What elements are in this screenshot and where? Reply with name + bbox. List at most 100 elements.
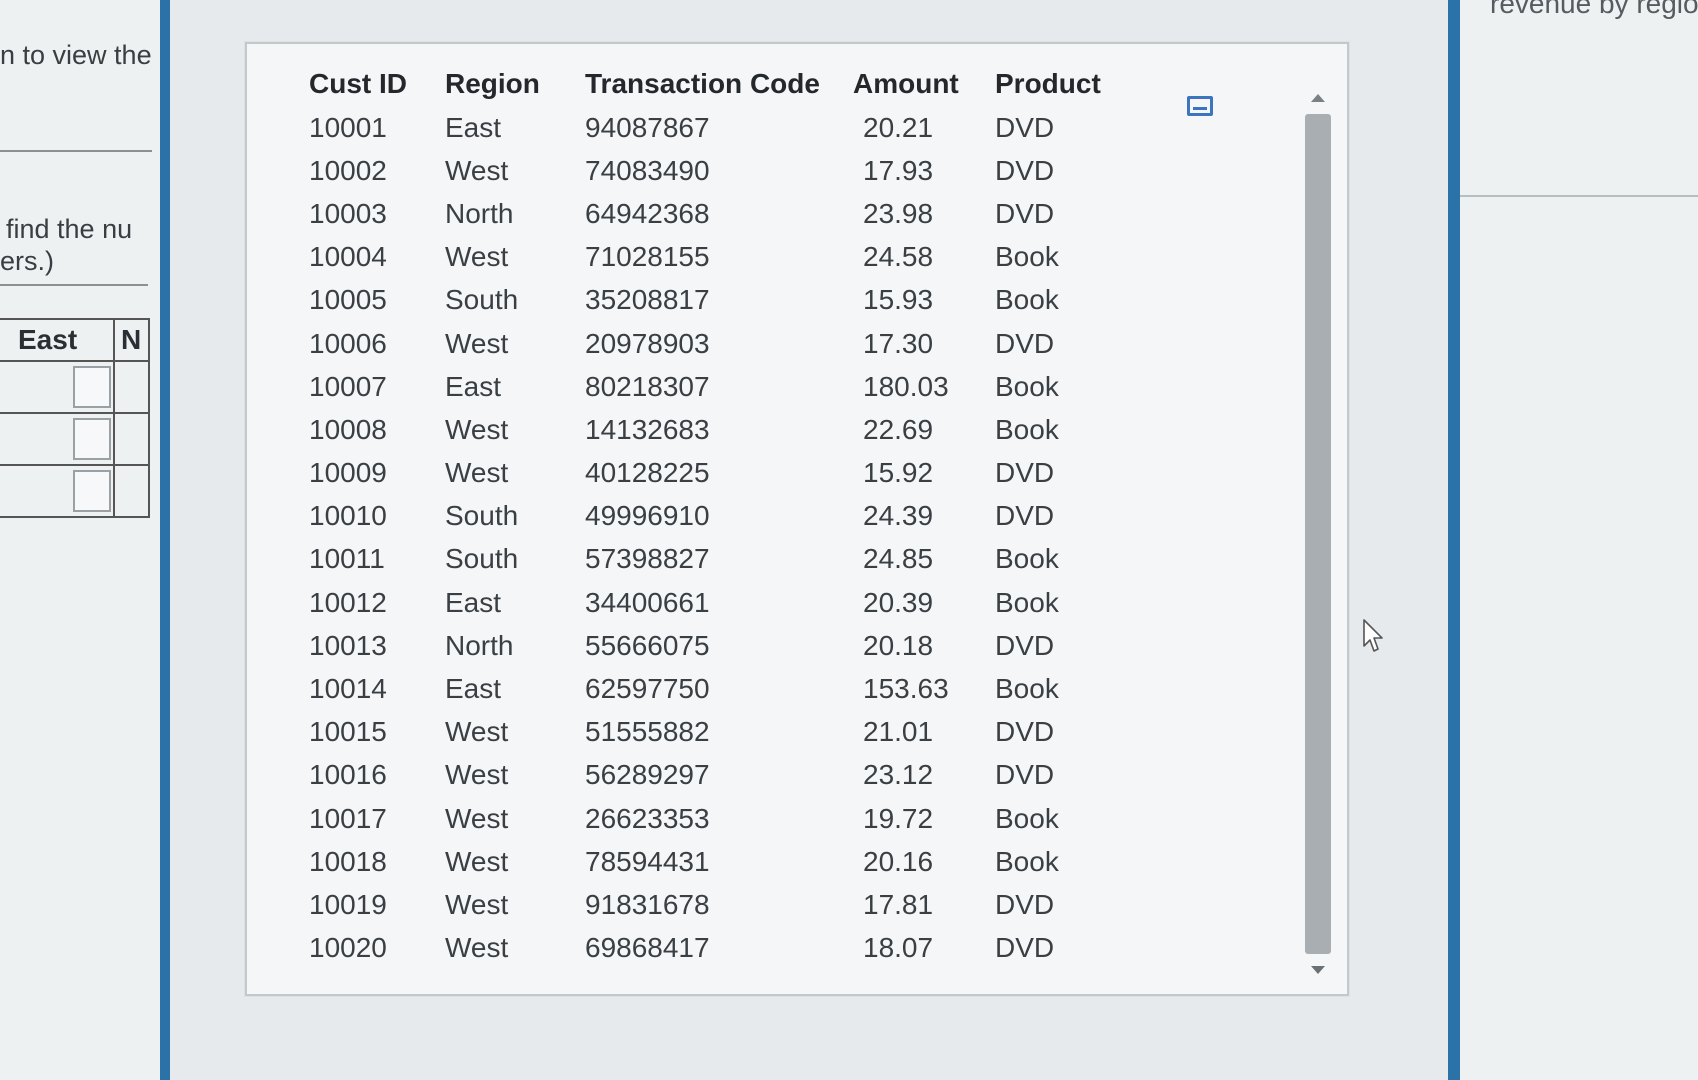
cell-amount: 15.93	[863, 284, 934, 316]
table-row: 10017 West 26623353 19.72 Book	[309, 797, 1155, 840]
table-body: 10001 East 94087867 20.21 DVD 10002 West 740834…	[309, 106, 1155, 970]
cell-region: West	[445, 716, 509, 748]
cell-cust-id: 10020	[309, 932, 387, 964]
cell-transaction-code: 69868417	[585, 932, 710, 964]
table-row: 10018 West 78594431 20.16 Book	[309, 840, 1155, 883]
cell-transaction-code: 49996910	[585, 500, 710, 532]
cell-amount: 20.21	[863, 111, 934, 143]
transaction-table: Cust ID Region Transaction Code Amount P…	[309, 62, 1155, 970]
cell-cust-id: 10005	[309, 284, 387, 316]
scroll-up-arrow-icon[interactable]	[1311, 94, 1325, 102]
cell-region: East	[445, 586, 502, 618]
cell-region: South	[445, 543, 519, 575]
table-row: 10005 South 35208817 15.93 Book	[309, 279, 1155, 322]
cell-amount: 180.03	[863, 370, 949, 402]
cell-product: Book	[995, 370, 1059, 402]
panel-border	[1448, 0, 1460, 1080]
cell-product: DVD	[995, 500, 1055, 532]
cell-cust-id: 10004	[309, 241, 387, 273]
cell-product: DVD	[995, 197, 1055, 229]
cell-product: Book	[995, 284, 1059, 316]
cell-region: West	[445, 845, 509, 877]
table-row: 10016 West 56289297 23.12 DVD	[309, 754, 1155, 797]
cell-product: Book	[995, 845, 1059, 877]
cell-region: West	[445, 888, 509, 920]
cell-amount: 21.01	[863, 716, 934, 748]
cell-cust-id: 10010	[309, 500, 387, 532]
cell-cust-id: 10019	[309, 888, 387, 920]
table-row: 10003 North 64942368 23.98 DVD	[309, 192, 1155, 235]
table-row: 10007 East 80218307 180.03 Book	[309, 365, 1155, 408]
cell-amount: 24.85	[863, 543, 934, 575]
divider	[0, 284, 148, 286]
cell-product: DVD	[995, 154, 1055, 186]
cell-transaction-code: 57398827	[585, 543, 710, 575]
column-header-product: Product	[995, 68, 1101, 99]
cell-transaction-code: 91831678	[585, 888, 710, 920]
cell-product: DVD	[995, 629, 1055, 661]
cell-region: West	[445, 241, 509, 273]
question-text-line-1: n to view the	[0, 40, 152, 70]
question-panel: n to view the find the nu ers.) East N	[0, 0, 160, 1080]
table-row: 10010 South 49996910 24.39 DVD	[309, 495, 1155, 538]
answer-input[interactable]	[73, 470, 111, 512]
cell-product: DVD	[995, 716, 1055, 748]
vertical-scrollbar[interactable]	[1305, 94, 1331, 974]
cell-cust-id: 10006	[309, 327, 387, 359]
cell-cust-id: 10014	[309, 673, 387, 705]
cell-cust-id: 10018	[309, 845, 387, 877]
cell-amount: 22.69	[863, 413, 934, 445]
table-row: 10006 West 20978903 17.30 DVD	[309, 322, 1155, 365]
cell-transaction-code: 64942368	[585, 197, 710, 229]
cell-region: South	[445, 500, 519, 532]
cell-transaction-code: 20978903	[585, 327, 710, 359]
answer-cell	[0, 465, 115, 518]
cell-region: West	[445, 759, 509, 791]
column-header-cust-id: Cust ID	[309, 68, 407, 99]
cell-product: Book	[995, 241, 1059, 273]
cell-amount: 23.98	[863, 197, 934, 229]
cell-amount: 20.18	[863, 629, 934, 661]
question-text-line-2: find the nu	[6, 214, 133, 244]
cell-transaction-code: 56289297	[585, 759, 710, 791]
table-row: 10020 West 69868417 18.07 DVD	[309, 927, 1155, 970]
cell-product: DVD	[995, 888, 1055, 920]
answer-cell	[0, 361, 115, 414]
cell-amount: 24.58	[863, 241, 934, 273]
table-row: 10013 North 55666075 20.18 DVD	[309, 624, 1155, 667]
cell-transaction-code: 94087867	[585, 111, 710, 143]
cell-cust-id: 10015	[309, 716, 387, 748]
answer-table-header-next: N	[114, 318, 150, 362]
side-panel: revenue by region	[1460, 0, 1698, 1080]
cell-cust-id: 10017	[309, 802, 387, 834]
cell-region: North	[445, 629, 514, 661]
cell-cust-id: 10016	[309, 759, 387, 791]
cell-amount: 19.72	[863, 802, 934, 834]
table-row: 10019 West 91831678 17.81 DVD	[309, 883, 1155, 926]
cell-region: West	[445, 154, 509, 186]
cell-transaction-code: 40128225	[585, 457, 710, 489]
cell-amount: 20.39	[863, 586, 934, 618]
cell-amount: 15.92	[863, 457, 934, 489]
table-header-row: Cust ID Region Transaction Code Amount P…	[309, 62, 1155, 106]
cell-transaction-code: 74083490	[585, 154, 710, 186]
cell-transaction-code: 51555882	[585, 716, 710, 748]
cell-amount: 18.07	[863, 932, 934, 964]
cell-amount: 20.16	[863, 845, 934, 877]
expand-window-icon[interactable]	[1187, 96, 1213, 116]
answer-input[interactable]	[73, 418, 111, 460]
scrollbar-thumb[interactable]	[1305, 114, 1331, 954]
cell-product: Book	[995, 413, 1059, 445]
answer-input[interactable]	[73, 366, 111, 408]
cell-region: East	[445, 370, 502, 402]
cell-region: East	[445, 673, 502, 705]
column-header-region: Region	[445, 68, 540, 99]
table-row: 10009 West 40128225 15.92 DVD	[309, 452, 1155, 495]
cell-product: Book	[995, 802, 1059, 834]
cell-cust-id: 10001	[309, 111, 387, 143]
cell-transaction-code: 80218307	[585, 370, 710, 402]
scroll-down-arrow-icon[interactable]	[1311, 966, 1325, 974]
cell-product: Book	[995, 673, 1059, 705]
answer-table-header-east: East	[0, 318, 115, 362]
cell-transaction-code: 62597750	[585, 673, 710, 705]
